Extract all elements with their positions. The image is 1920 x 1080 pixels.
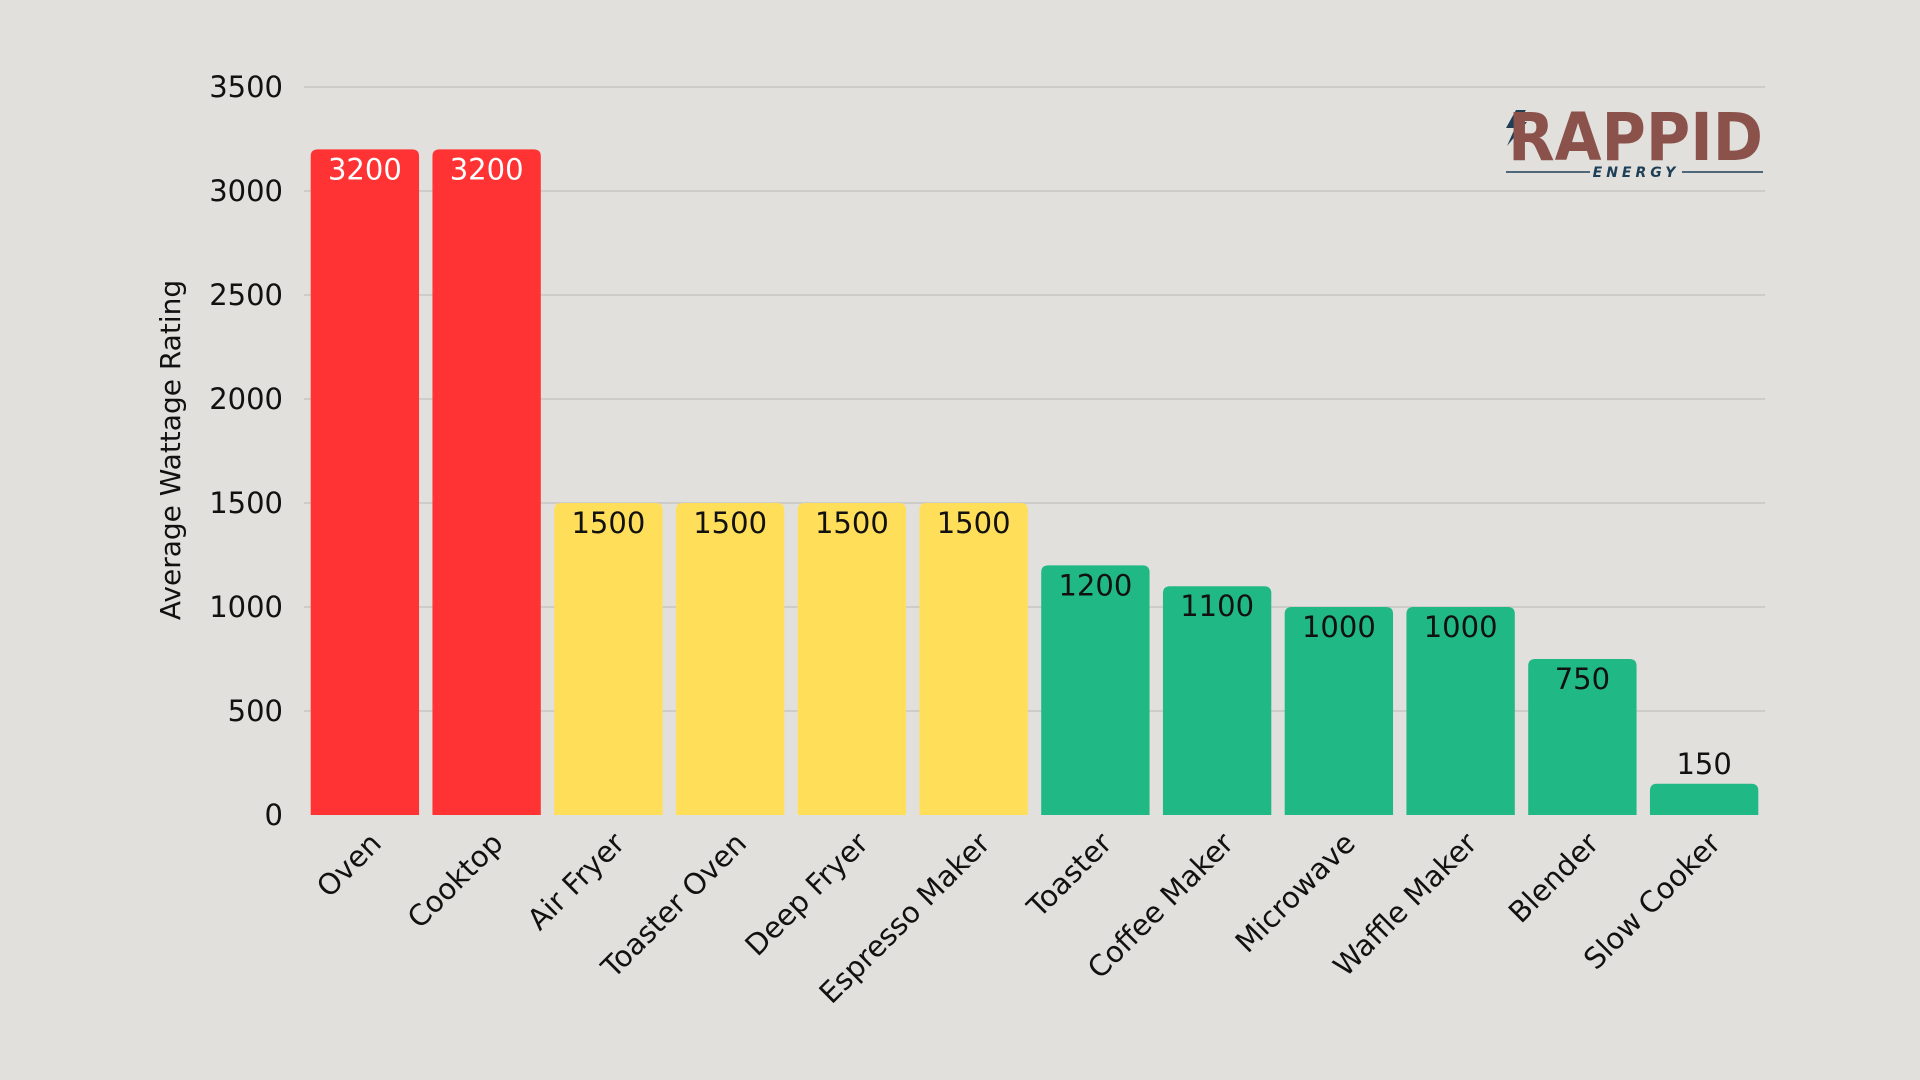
value-label: 1000: [1424, 610, 1498, 644]
y-tick-label: 3500: [209, 70, 283, 104]
category-label: Microwave: [1229, 826, 1362, 959]
value-label: 150: [1676, 747, 1731, 781]
bar: [1162, 586, 1272, 815]
category-label: Cooktop: [401, 826, 510, 935]
value-label: 750: [1555, 662, 1610, 696]
bar: [554, 503, 663, 815]
value-label: 1000: [1302, 610, 1376, 644]
y-tick-label: 1000: [209, 590, 283, 624]
y-tick-label: 2000: [209, 382, 283, 416]
y-tick-label: 3000: [209, 174, 283, 208]
value-labels: 3200 3200 1500 1500 1500 1500 1200 1100 1000 1000…: [328, 152, 1732, 780]
y-tick-label: 1500: [209, 486, 283, 520]
category-label: Air Fryer: [521, 826, 632, 937]
value-label: 1500: [693, 506, 767, 540]
logo-tagline: ENERGY: [1593, 165, 1680, 181]
value-label: 3200: [328, 152, 402, 186]
value-label: 1500: [937, 506, 1011, 540]
y-axis-label: Average Wattage Rating: [154, 280, 187, 620]
bar: [797, 503, 907, 815]
logo-name: RAPPID: [1508, 99, 1763, 176]
category-label: Toaster: [1020, 826, 1119, 925]
bar: [1528, 659, 1637, 815]
value-label: 3200: [450, 152, 524, 186]
lightning-icon: [1506, 110, 1527, 146]
bar: [919, 503, 1028, 815]
y-tick-label: 500: [228, 694, 283, 728]
rappid-energy-logo: RAPPID ENERGY: [1506, 99, 1763, 181]
bars: [310, 149, 1759, 815]
y-axis-ticks: 0 500 1000 1500 2000 2500 3000 3500: [209, 70, 283, 832]
category-label: Deep Fryer: [738, 826, 875, 963]
bar: [310, 149, 420, 815]
value-label: 1100: [1180, 589, 1254, 623]
bar: [1406, 607, 1515, 815]
bar: [1284, 607, 1394, 815]
value-label: 1500: [815, 506, 889, 540]
value-label: 1200: [1058, 568, 1132, 602]
value-label: 1500: [571, 506, 645, 540]
bar: [675, 503, 785, 815]
y-tick-label: 2500: [209, 278, 283, 312]
category-label: Oven: [310, 826, 388, 904]
grid-lines: [304, 86, 1765, 712]
bar: [432, 149, 541, 815]
y-tick-label: 0: [265, 798, 283, 832]
category-label: Blender: [1502, 826, 1606, 930]
bar: [1041, 565, 1150, 815]
bar: [1649, 783, 1759, 815]
